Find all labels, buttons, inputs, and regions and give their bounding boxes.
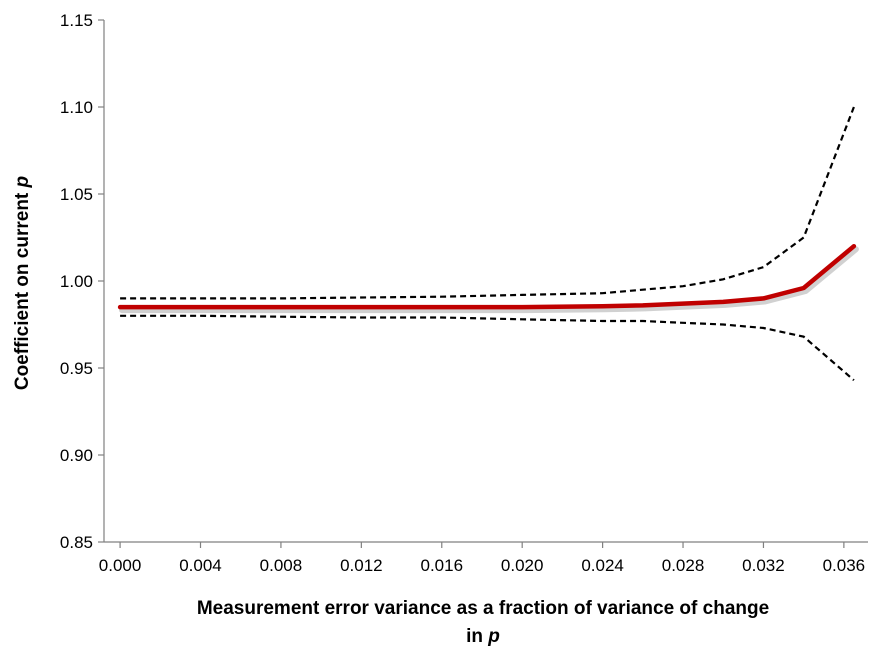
y-tick-label: 1.10 bbox=[60, 98, 93, 117]
y-tick-label: 1.00 bbox=[60, 272, 93, 291]
y-tick-label: 0.95 bbox=[60, 359, 93, 378]
x-ticks: 0.000 0.004 0.008 0.012 0.016 0.020 0.024 0.028… bbox=[99, 542, 865, 575]
x-tick-label: 0.020 bbox=[501, 556, 544, 575]
y-axis-title: Coefficient on current p bbox=[12, 176, 33, 390]
x-tick-label: 0.036 bbox=[823, 556, 866, 575]
y-tick-label: 0.85 bbox=[60, 533, 93, 552]
series-line-lower-bound bbox=[120, 314, 855, 382]
x-axis-title-var: p bbox=[487, 626, 500, 647]
x-axis-title-prefix: in bbox=[466, 626, 488, 647]
x-tick-label: 0.016 bbox=[420, 556, 463, 575]
y-tick-label: 1.15 bbox=[60, 11, 93, 30]
x-tick-label: 0.028 bbox=[662, 556, 705, 575]
x-axis-title-line2: in p bbox=[466, 626, 500, 647]
series-shadow-estimate bbox=[119, 246, 859, 314]
x-tick-label: 0.008 bbox=[260, 556, 303, 575]
y-ticks: 0.85 0.90 0.95 1.00 1.05 1.10 1.15 bbox=[60, 11, 104, 552]
y-axis-title-prefix: Coefficient on current bbox=[12, 187, 33, 390]
x-tick-label: 0.000 bbox=[99, 556, 142, 575]
series-line-upper-bound bbox=[120, 106, 855, 300]
x-tick-label: 0.032 bbox=[742, 556, 785, 575]
x-axis-title-line1: Measurement error variance as a fraction… bbox=[197, 598, 769, 619]
y-axis-title-var: p bbox=[12, 176, 33, 189]
y-tick-label: 1.05 bbox=[60, 185, 93, 204]
series-line-estimate bbox=[117, 243, 857, 310]
x-tick-label: 0.004 bbox=[179, 556, 222, 575]
x-tick-label: 0.024 bbox=[581, 556, 624, 575]
axes bbox=[103, 20, 868, 543]
y-tick-label: 0.90 bbox=[60, 446, 93, 465]
x-tick-label: 0.012 bbox=[340, 556, 383, 575]
plot-area bbox=[117, 106, 859, 382]
